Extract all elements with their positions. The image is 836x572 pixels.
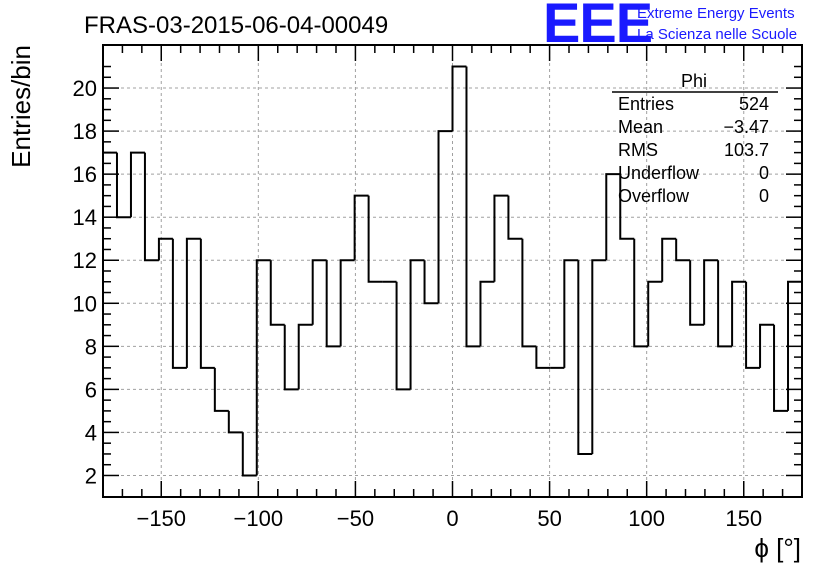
- histogram-bin: [465, 66, 481, 348]
- stats-value: 0: [759, 186, 769, 206]
- stats-label: Mean: [618, 117, 663, 137]
- x-axis-label: ϕ [°]: [754, 533, 801, 563]
- histogram-bin: [353, 194, 369, 261]
- stats-rows: Entries 524 Mean −3.47 RMS 103.7 Underflow 0 Ove…: [618, 94, 769, 206]
- histogram-bin: [717, 260, 733, 348]
- logo: EEE Extreme Energy Events La Scienza nel…: [543, 0, 797, 54]
- histogram-bin: [563, 259, 579, 368]
- histogram-bin: [731, 280, 747, 347]
- histogram-bin: [227, 410, 243, 434]
- stats-label: Entries: [618, 94, 674, 114]
- y-tick-label: 4: [85, 420, 97, 445]
- histogram-bin: [479, 280, 495, 347]
- histogram-bin: [661, 237, 677, 282]
- logo-line2: La Scienza nelle Scuole: [637, 26, 797, 43]
- histogram-bin: [437, 130, 453, 304]
- histogram-bin: [773, 324, 789, 412]
- stats-value: 0: [759, 163, 769, 183]
- y-tick-label: 12: [73, 248, 97, 273]
- histogram-bin: [185, 237, 201, 368]
- stats-value: 103.7: [724, 140, 769, 160]
- histogram-bin: [213, 367, 229, 412]
- histogram-bin: [647, 280, 663, 347]
- histogram-bin: [283, 324, 299, 391]
- histogram-bin: [605, 173, 621, 261]
- histogram-bin: [241, 432, 257, 477]
- x-tick-label: 0: [446, 506, 458, 531]
- stats-label: Overflow: [618, 186, 690, 206]
- x-tick-label: 150: [725, 506, 762, 531]
- histogram-bin: [759, 323, 775, 368]
- y-tick-label: 20: [73, 76, 97, 101]
- histogram-bin: [451, 65, 467, 132]
- histogram-bin: [423, 260, 439, 305]
- histogram-bin: [395, 281, 411, 391]
- histogram-bin: [577, 260, 593, 455]
- histogram-bin: [591, 259, 607, 454]
- y-tick-label: 18: [73, 119, 97, 144]
- y-axis: 2 4 6 8 10 12 14 16 18 20: [73, 65, 802, 488]
- histogram-bin: [269, 260, 285, 326]
- histogram-bin: [633, 238, 649, 348]
- stats-value: 524: [739, 94, 769, 114]
- x-axis: −150 −100 −50 0 50 100 150: [102, 45, 803, 531]
- y-axis-label: Entries/bin: [6, 45, 36, 168]
- logo-mark: EEE: [543, 0, 652, 54]
- y-tick-label: 10: [73, 291, 97, 316]
- histogram-bin: [367, 195, 383, 283]
- histogram-bin: [689, 260, 705, 326]
- histogram-series: [103, 65, 802, 477]
- x-tick-label: −100: [234, 506, 284, 531]
- y-tick-label: 16: [73, 162, 97, 187]
- histogram-bin: [745, 281, 761, 369]
- histogram-bin: [199, 238, 215, 369]
- histogram-bin: [311, 259, 327, 325]
- histogram-bin: [129, 151, 145, 218]
- histogram-bin: [325, 260, 341, 348]
- stats-label: Underflow: [618, 163, 700, 183]
- histogram-bin: [115, 152, 131, 219]
- histogram-bin: [521, 238, 537, 348]
- logo-line1: Extreme Energy Events: [637, 5, 795, 22]
- y-tick-label: 14: [73, 205, 97, 230]
- histogram-bin: [535, 346, 551, 369]
- y-tick-label: 2: [85, 463, 97, 488]
- histogram-bin: [619, 174, 635, 240]
- histogram-bin: [507, 195, 523, 240]
- histogram-bin: [339, 259, 355, 347]
- stats-value: −3.47: [723, 117, 769, 137]
- chart-title: FRAS-03-2015-06-04-00049: [84, 12, 388, 39]
- stats-box: Phi Entries 524 Mean −3.47 RMS 103.7 Underflow…: [612, 71, 778, 206]
- y-tick-label: 8: [85, 334, 97, 359]
- x-tick-label: −150: [136, 506, 186, 531]
- histogram-bin: [297, 323, 313, 390]
- histogram-bin: [255, 259, 271, 476]
- histogram-bin: [157, 237, 173, 261]
- x-tick-label: −50: [337, 506, 374, 531]
- x-tick-label: 100: [628, 506, 665, 531]
- histogram-bin: [675, 238, 691, 262]
- stats-title: Phi: [681, 71, 707, 91]
- x-tick-label: 50: [537, 506, 561, 531]
- histogram-bin: [703, 259, 719, 325]
- histogram-bin: [171, 238, 187, 369]
- stats-label: RMS: [618, 140, 658, 160]
- histogram-bin: [409, 259, 425, 390]
- y-tick-label: 6: [85, 377, 97, 402]
- histogram-bin: [493, 194, 509, 282]
- histogram-bin: [143, 152, 159, 262]
